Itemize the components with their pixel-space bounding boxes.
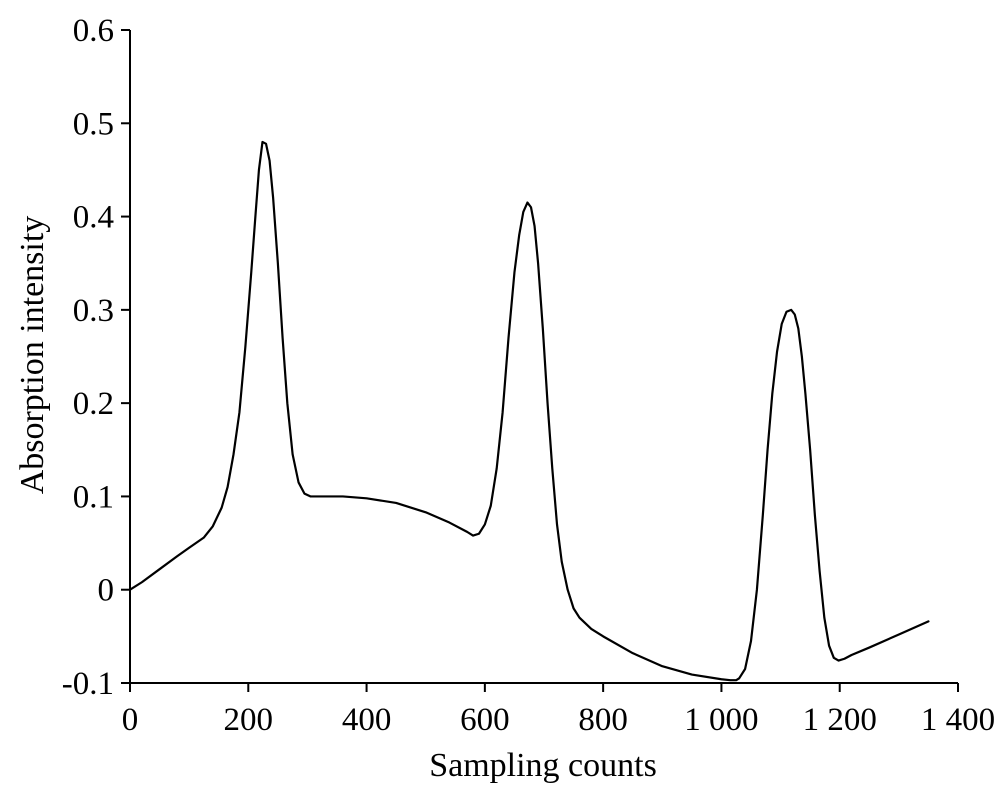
y-tick-label: 0 — [98, 573, 115, 609]
x-tick-label: 1 400 — [921, 702, 995, 738]
y-tick-label: 0.4 — [73, 200, 114, 236]
y-tick-label: 0.5 — [73, 106, 114, 142]
series-group — [128, 140, 930, 682]
data-line — [128, 140, 930, 682]
y-tick-label: -0.1 — [62, 666, 114, 702]
x-tick-label: 0 — [122, 702, 139, 738]
x-tick-label: 1 200 — [803, 702, 877, 738]
x-tick-label: 1 000 — [684, 702, 758, 738]
x-tick-label: 200 — [224, 702, 274, 738]
ticks: -0.100.10.20.30.40.50.60 200 400 600 800 1 00… — [62, 13, 995, 738]
x-axis-title: Sampling counts — [429, 747, 657, 784]
y-tick-label: 0.3 — [73, 293, 114, 329]
x-tick-label: 400 — [342, 702, 392, 738]
x-tick-label: 600 — [460, 702, 510, 738]
x-tick-label: 800 — [578, 702, 628, 738]
y-tick-label: 0.6 — [73, 13, 114, 49]
y-tick-label: 0.2 — [73, 386, 114, 422]
axes — [129, 30, 958, 684]
y-axis-title: Absorption intensity — [14, 216, 51, 495]
y-tick-label: 0.1 — [73, 479, 114, 515]
